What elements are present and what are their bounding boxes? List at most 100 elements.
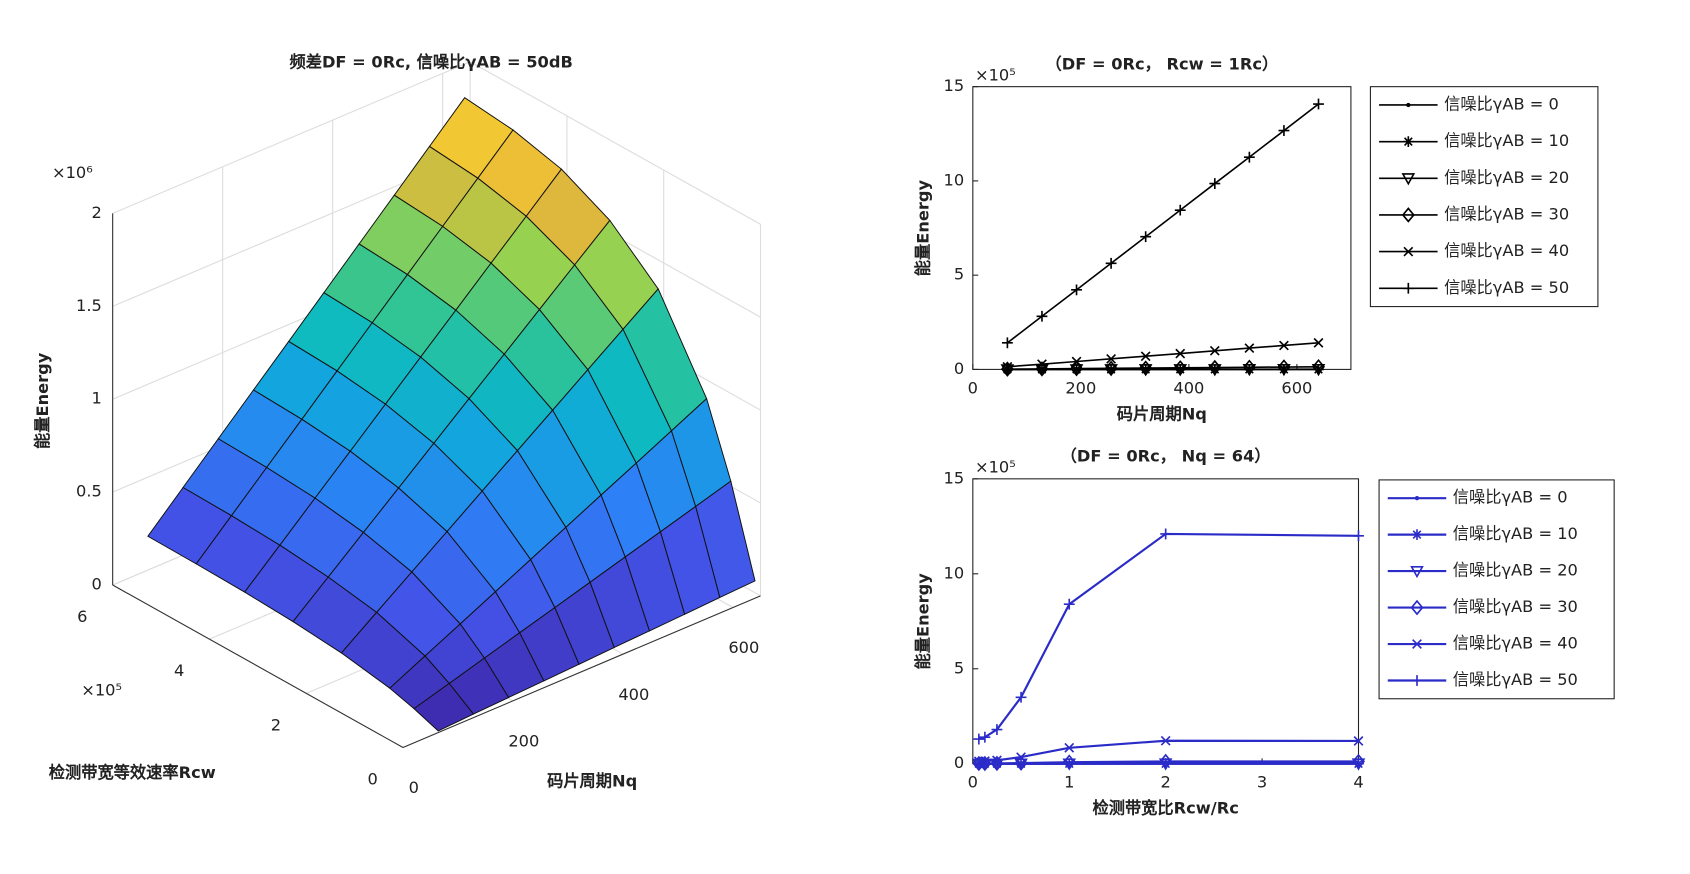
plot-area — [972, 478, 1360, 765]
marker — [991, 724, 1003, 735]
x-axis — [402, 595, 761, 748]
marker — [1175, 348, 1186, 359]
marker — [1208, 359, 1222, 376]
x-axis-label: 码片周期Nq — [547, 772, 637, 791]
legend-label: 信噪比γAB = 0 — [1453, 488, 1568, 507]
marker — [1278, 125, 1290, 137]
legend-label: 信噪比γAB = 10 — [1453, 524, 1578, 543]
x-tick-label: 1 — [1064, 773, 1074, 792]
x-tick-label: 200 — [1065, 378, 1096, 397]
marker — [1037, 359, 1047, 370]
marker — [1106, 353, 1117, 364]
legend-label: 信噪比γAB = 20 — [1453, 561, 1578, 580]
z-tick-label: 0.5 — [76, 482, 102, 501]
marker — [1001, 363, 1013, 375]
marker — [1353, 736, 1364, 746]
marker — [1174, 204, 1186, 216]
marker — [1104, 360, 1118, 377]
chart-title: 频差DF = 0Rc, 信噪比γAB = 50dB — [289, 52, 572, 71]
marker — [1014, 758, 1028, 771]
series-line — [1007, 365, 1319, 370]
marker — [1406, 102, 1411, 108]
y-tick-label: 0 — [954, 753, 964, 772]
z-tick-label: 2 — [91, 203, 101, 222]
marker — [1173, 364, 1188, 377]
legend-box — [1378, 479, 1615, 700]
marker — [1414, 495, 1420, 501]
y-tick-label: 10 — [943, 170, 964, 189]
x-axis-label: 码片周期Nq — [1117, 404, 1207, 423]
legend-label: 信噪比γAB = 40 — [1444, 241, 1569, 260]
marker — [1071, 356, 1082, 367]
marker — [992, 755, 1002, 766]
x-tick-label: 4 — [1353, 773, 1363, 792]
marker — [1139, 360, 1153, 376]
marker — [1159, 753, 1173, 770]
legend-label: 信噪比γAB = 30 — [1444, 204, 1569, 223]
marker — [1312, 358, 1325, 375]
z-tick-label: 1.5 — [76, 296, 102, 315]
marker — [1411, 675, 1423, 686]
y-tick-label: 5 — [954, 265, 964, 284]
marker — [1062, 754, 1076, 770]
legend-label: 信噪比γAB = 20 — [1444, 168, 1569, 187]
z-tick-label: 0 — [91, 574, 101, 593]
marker — [1016, 752, 1026, 763]
marker — [1279, 340, 1289, 351]
marker — [1036, 310, 1048, 322]
marker — [979, 731, 991, 743]
marker — [1104, 364, 1118, 377]
marker — [1401, 207, 1415, 223]
surface-face — [413, 682, 475, 732]
x-tick-label: 0 — [968, 378, 978, 397]
legend-label: 信噪比γAB = 30 — [1453, 597, 1578, 616]
marker — [1064, 742, 1075, 753]
legend-box — [1369, 86, 1599, 308]
marker — [1353, 530, 1364, 542]
x-tick-label: 600 — [1281, 378, 1312, 397]
x-axis-label: 检测带宽比Rcw/Rc — [1092, 799, 1238, 818]
marker — [973, 733, 985, 745]
marker — [1403, 246, 1414, 257]
marker — [1412, 639, 1422, 649]
marker — [1242, 359, 1256, 376]
legend-label: 信噪比γAB = 40 — [1453, 634, 1578, 653]
marker — [1243, 151, 1255, 163]
grid-line — [112, 61, 471, 214]
y-tick-label: 10 — [943, 563, 964, 582]
marker — [1277, 359, 1291, 375]
marker — [1173, 360, 1187, 376]
x-tick-label: 600 — [728, 638, 759, 657]
marker — [1410, 565, 1424, 579]
series-line — [1006, 103, 1320, 344]
marker — [1002, 361, 1013, 372]
y-tick-label: 15 — [943, 468, 964, 487]
plot-area — [972, 86, 1352, 370]
x-tick-label: 200 — [508, 731, 539, 750]
marker — [1063, 598, 1075, 610]
marker — [1105, 257, 1117, 269]
y-tick-label: 0 — [954, 359, 964, 378]
y-axis — [112, 584, 404, 748]
legend-label: 信噪比γAB = 10 — [1444, 131, 1569, 150]
z-tick-label: 1 — [91, 389, 101, 408]
marker — [1402, 136, 1414, 148]
y-axis-label: 能量Energy — [914, 573, 933, 670]
marker — [1313, 337, 1324, 348]
marker — [979, 756, 990, 766]
legend-label: 信噪比γAB = 50 — [1444, 278, 1569, 297]
y-tick-label: 15 — [943, 76, 964, 95]
marker — [1071, 284, 1082, 296]
legend-label: 信噪比γAB = 50 — [1453, 670, 1578, 689]
y-tick-label: 0 — [367, 769, 377, 788]
marker — [1209, 345, 1220, 356]
marker — [1140, 231, 1152, 243]
y-tick-label: 6 — [77, 607, 87, 626]
marker — [1244, 343, 1255, 354]
marker — [1070, 360, 1084, 377]
y-tick-label: 4 — [174, 661, 184, 680]
y-tick-label: 5 — [954, 658, 964, 677]
z-multiplier: ×10⁶ — [52, 163, 93, 182]
